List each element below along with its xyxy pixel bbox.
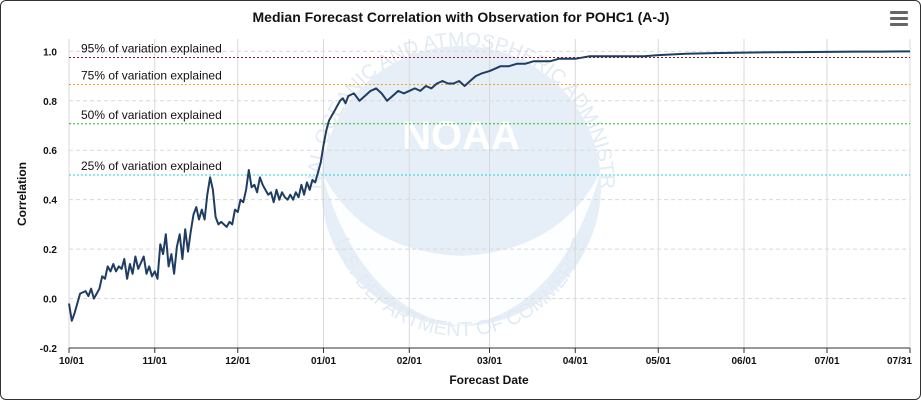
- watermark-center-text: NOAA: [402, 114, 520, 158]
- menu-bar: [890, 11, 908, 14]
- watermark-bird: [321, 171, 601, 326]
- y-axis-title: Correlation: [15, 162, 29, 226]
- x-tick-label: 05/01: [646, 356, 671, 367]
- y-tick-label: 0.6: [43, 146, 57, 157]
- x-tick-label: 06/01: [731, 356, 756, 367]
- menu-bar: [890, 17, 908, 20]
- reference-lines: 95% of variation explained 75% of variati…: [69, 42, 910, 176]
- reference-line-label: 25% of variation explained: [81, 159, 222, 173]
- x-tick-label: 10/01: [59, 356, 84, 367]
- x-tick-label: 03/01: [477, 356, 502, 367]
- y-tick-label: 0.8: [43, 97, 57, 108]
- x-tick-label: 07/31: [887, 356, 912, 367]
- hamburger-menu-icon[interactable]: [890, 11, 908, 27]
- gridlines: [68, 39, 911, 352]
- y-tick-label: 0.0: [43, 295, 57, 306]
- x-tick-label: 02/01: [397, 356, 422, 367]
- x-tick-label: 11/01: [143, 356, 168, 367]
- y-tick-label: 0.2: [43, 245, 57, 256]
- reference-line-label: 75% of variation explained: [81, 68, 222, 82]
- y-tick-label: -0.2: [40, 344, 58, 355]
- series-layer: [68, 50, 911, 322]
- x-tick-label: 07/01: [814, 356, 839, 367]
- reference-line-label: 95% of variation explained: [81, 42, 222, 56]
- y-tick-label: 0.4: [43, 196, 57, 207]
- x-tick-label: 12/01: [225, 356, 250, 367]
- chart-title: Median Forecast Correlation with Observa…: [253, 9, 670, 25]
- x-axis-title: Forecast Date: [449, 373, 529, 387]
- y-tick-label: 1.0: [43, 47, 57, 58]
- y-axis: 1.0 0.8 0.6 0.4 0.2 0.0 -0.2: [40, 47, 58, 355]
- x-tick-label: 01/01: [311, 356, 336, 367]
- correlation-series-line: [68, 50, 911, 322]
- x-axis: 10/01 11/01 12/01 01/01 02/01 03/01 04/01 05/01…: [59, 347, 912, 367]
- menu-bar: [890, 23, 908, 26]
- x-tick-label: 04/01: [563, 356, 588, 367]
- reference-line-label: 50% of variation explained: [81, 108, 222, 122]
